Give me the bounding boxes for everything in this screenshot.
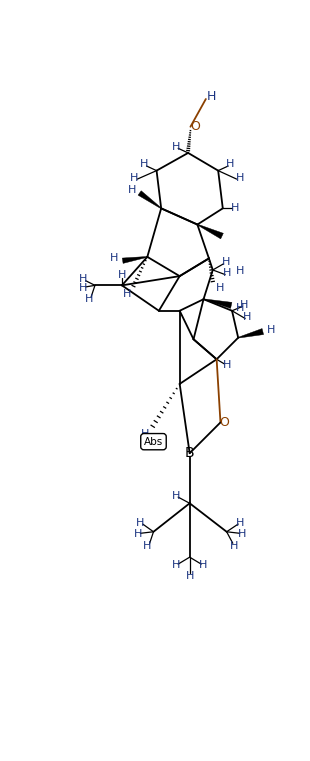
Polygon shape xyxy=(238,329,264,338)
Text: H: H xyxy=(223,268,232,278)
Text: H: H xyxy=(216,282,225,293)
Text: H: H xyxy=(238,529,246,539)
Text: H: H xyxy=(206,91,216,103)
Text: H: H xyxy=(134,529,142,539)
Text: H: H xyxy=(185,571,194,581)
Text: H: H xyxy=(172,142,180,151)
Text: H: H xyxy=(236,266,244,276)
Text: H: H xyxy=(230,540,238,551)
Text: H: H xyxy=(223,360,231,370)
Text: B: B xyxy=(185,446,194,460)
Polygon shape xyxy=(203,299,232,308)
Text: H: H xyxy=(222,257,230,267)
Text: H: H xyxy=(130,173,139,183)
Text: H: H xyxy=(128,185,136,195)
Text: H: H xyxy=(118,270,126,280)
Text: H: H xyxy=(110,253,118,263)
Text: H: H xyxy=(123,289,131,299)
Text: H: H xyxy=(243,312,252,322)
Text: H: H xyxy=(136,517,144,527)
Polygon shape xyxy=(138,191,162,209)
Text: H: H xyxy=(236,304,244,314)
Text: H: H xyxy=(236,173,244,183)
Text: H: H xyxy=(85,295,93,304)
Text: H: H xyxy=(267,325,276,335)
Text: H: H xyxy=(79,274,88,284)
Text: H: H xyxy=(239,301,248,310)
Text: H: H xyxy=(199,560,208,570)
Text: H: H xyxy=(172,560,180,570)
Text: H: H xyxy=(79,282,88,293)
Text: H: H xyxy=(143,540,152,551)
Text: H: H xyxy=(231,203,239,213)
Text: O: O xyxy=(219,416,229,429)
Text: Abs: Abs xyxy=(144,437,163,447)
Text: H: H xyxy=(172,491,180,501)
Text: H: H xyxy=(236,517,245,527)
Polygon shape xyxy=(197,224,223,239)
Text: O: O xyxy=(190,120,200,133)
Text: H: H xyxy=(140,160,148,170)
Polygon shape xyxy=(122,256,147,263)
Text: H: H xyxy=(141,429,149,439)
Text: H: H xyxy=(226,160,235,170)
